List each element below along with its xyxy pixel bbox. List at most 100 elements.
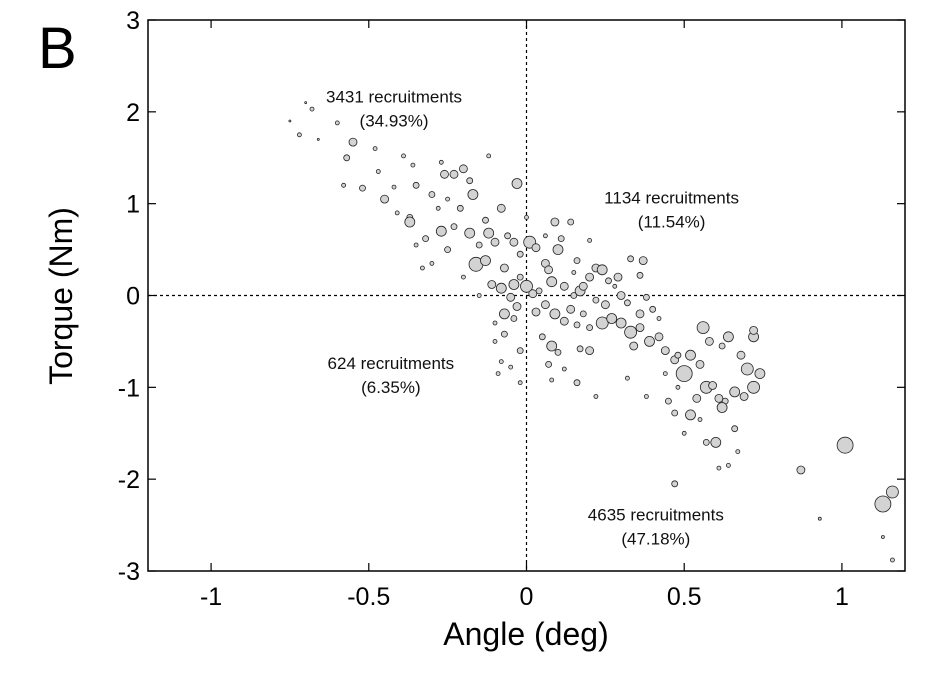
x-tick-label-1: -0.5 bbox=[347, 583, 390, 611]
data-point-63 bbox=[546, 276, 558, 288]
data-point-52 bbox=[531, 243, 541, 253]
data-point-32 bbox=[444, 246, 452, 254]
x-axis-label: Angle (deg) bbox=[443, 616, 608, 652]
data-point-35 bbox=[482, 216, 489, 224]
data-point-75 bbox=[636, 271, 644, 279]
data-point-18 bbox=[404, 216, 416, 228]
data-point-175 bbox=[445, 196, 451, 202]
data-point-27 bbox=[467, 189, 479, 200]
data-point-82 bbox=[531, 307, 541, 317]
data-point-89 bbox=[586, 324, 593, 332]
data-point-85 bbox=[559, 316, 569, 326]
data-point-38 bbox=[496, 203, 506, 213]
data-point-3 bbox=[296, 132, 302, 138]
annotation-q2-line-0: 3431 recruitments bbox=[326, 88, 462, 107]
data-point-136 bbox=[671, 480, 679, 488]
data-point-165 bbox=[476, 293, 482, 298]
data-point-173 bbox=[735, 449, 741, 455]
data-point-48 bbox=[495, 282, 507, 294]
data-point-152 bbox=[649, 305, 657, 313]
data-point-106 bbox=[675, 365, 693, 383]
data-point-68 bbox=[585, 272, 594, 282]
data-point-174 bbox=[681, 430, 687, 436]
data-point-67 bbox=[578, 281, 588, 291]
data-point-20 bbox=[428, 191, 436, 198]
y-axis-label: Torque (Nm) bbox=[43, 207, 79, 385]
data-point-126 bbox=[692, 393, 702, 403]
data-point-24 bbox=[449, 169, 459, 179]
data-point-13 bbox=[391, 184, 397, 190]
data-point-16 bbox=[412, 181, 420, 189]
data-point-54 bbox=[544, 265, 553, 275]
y-tick-label-4: 1 bbox=[126, 191, 140, 219]
data-point-46 bbox=[499, 263, 509, 273]
data-point-166 bbox=[492, 320, 498, 326]
data-point-29 bbox=[464, 227, 476, 239]
data-point-92 bbox=[554, 348, 562, 356]
data-point-177 bbox=[543, 233, 548, 239]
data-point-58 bbox=[552, 244, 564, 256]
data-point-76 bbox=[616, 291, 626, 300]
data-point-160 bbox=[881, 535, 885, 539]
data-point-80 bbox=[498, 308, 510, 320]
data-point-42 bbox=[486, 153, 492, 159]
data-point-47 bbox=[487, 280, 497, 289]
data-point-8 bbox=[341, 182, 347, 188]
data-point-108 bbox=[685, 349, 696, 361]
data-point-162 bbox=[394, 210, 400, 216]
data-point-113 bbox=[723, 331, 734, 343]
data-point-155 bbox=[796, 465, 806, 475]
data-point-171 bbox=[675, 384, 681, 390]
data-point-56 bbox=[557, 235, 565, 243]
data-point-93 bbox=[561, 366, 567, 372]
data-point-123 bbox=[739, 392, 749, 401]
y-tick-label-5: 2 bbox=[126, 99, 140, 127]
data-point-154 bbox=[592, 296, 600, 304]
data-point-158 bbox=[886, 485, 899, 499]
data-point-101 bbox=[629, 341, 639, 351]
annotation-q3-line-1: (6.35%) bbox=[361, 378, 421, 397]
y-tick-label-6: 3 bbox=[126, 7, 140, 35]
data-point-172 bbox=[697, 417, 703, 422]
data-point-4 bbox=[316, 137, 320, 141]
annotation-q3-line-0: 624 recruitments bbox=[328, 354, 455, 373]
data-point-156 bbox=[836, 436, 854, 454]
data-point-94 bbox=[576, 345, 584, 353]
data-point-138 bbox=[625, 375, 630, 381]
data-point-159 bbox=[817, 516, 822, 521]
data-point-34 bbox=[475, 241, 483, 249]
data-point-157 bbox=[874, 495, 892, 513]
data-point-88 bbox=[579, 310, 587, 318]
data-points bbox=[288, 101, 899, 563]
x-tick-label-3: 0.5 bbox=[667, 583, 702, 611]
data-point-137 bbox=[644, 394, 649, 399]
data-point-74 bbox=[638, 256, 648, 266]
data-point-45 bbox=[480, 255, 491, 267]
data-point-25 bbox=[458, 164, 468, 174]
quadrant-annotations: 3431 recruitments (34.93%) 1134 recruitmen… bbox=[326, 88, 739, 549]
data-point-144 bbox=[516, 347, 524, 355]
data-point-147 bbox=[492, 338, 498, 344]
data-point-23 bbox=[440, 169, 449, 179]
data-point-139 bbox=[593, 394, 599, 399]
annotation-q4-line-0: 4635 recruitments bbox=[588, 505, 724, 524]
data-point-31 bbox=[435, 225, 447, 237]
data-point-167 bbox=[524, 214, 529, 220]
data-point-169 bbox=[612, 283, 618, 289]
data-point-1 bbox=[309, 106, 315, 112]
x-tick-label-4: 1 bbox=[835, 583, 849, 611]
annotation-q4-line-1: (47.18%) bbox=[621, 529, 690, 548]
data-point-91 bbox=[546, 340, 558, 352]
data-point-62 bbox=[535, 287, 543, 295]
y-tick-label-1: -2 bbox=[118, 466, 140, 494]
data-point-112 bbox=[718, 342, 726, 350]
data-point-130 bbox=[716, 402, 728, 413]
data-point-98 bbox=[615, 317, 627, 329]
data-point-5 bbox=[334, 120, 340, 126]
data-point-73 bbox=[627, 255, 634, 263]
data-point-142 bbox=[549, 377, 555, 383]
axis-ticks: -1 -0.5 0 0.5 1 -3 -2 -1 0 1 2 3 bbox=[118, 7, 905, 611]
data-point-61 bbox=[528, 289, 538, 299]
data-point-164 bbox=[460, 274, 466, 280]
data-point-36 bbox=[483, 227, 495, 239]
